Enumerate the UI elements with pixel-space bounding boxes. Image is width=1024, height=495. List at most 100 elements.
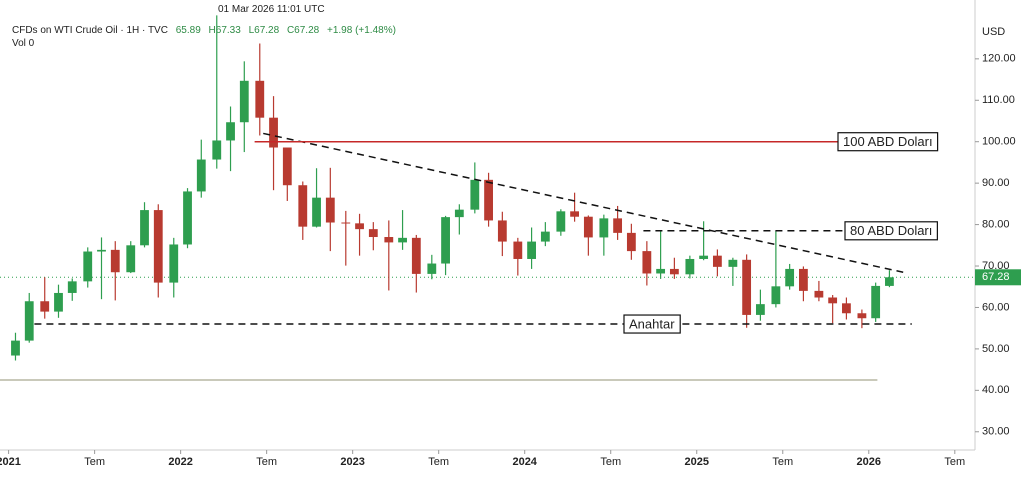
level-label: Anahtar	[623, 314, 681, 334]
candle-body	[540, 231, 550, 242]
change-value: +1.98 (+1.48%)	[326, 25, 396, 36]
candle-body	[626, 232, 636, 252]
x-tick-label: Tem	[256, 456, 277, 468]
y-tick-label: 110.00	[982, 94, 1015, 106]
candle-body	[583, 216, 593, 238]
candle-body	[169, 244, 179, 283]
candle-body	[67, 281, 77, 293]
candle-body	[484, 179, 493, 221]
candle-body	[799, 268, 808, 291]
candle-body	[656, 268, 666, 274]
candle-body	[183, 191, 192, 245]
level-label: 100 ABD Doları	[837, 132, 939, 152]
candle-body	[212, 140, 222, 160]
candle-body	[255, 80, 265, 118]
candle-body	[24, 301, 34, 341]
y-tick-label: 40.00	[982, 384, 1010, 396]
candle-body	[398, 237, 407, 243]
candle-body	[368, 229, 378, 238]
x-tick-label: Tem	[600, 456, 621, 468]
candle-body	[527, 241, 536, 259]
candle-body	[785, 268, 795, 287]
candle-body	[282, 147, 292, 186]
candle-body	[755, 304, 765, 315]
candle-body	[153, 210, 163, 283]
last-price-box	[975, 269, 1021, 286]
candle-body	[742, 259, 752, 315]
x-tick-label: 2025	[685, 456, 709, 468]
x-tick-label: 2022	[168, 456, 192, 468]
candle-body	[355, 223, 364, 230]
candle-body	[110, 249, 120, 273]
x-tick-label: Tem	[772, 456, 793, 468]
candle-body	[54, 292, 63, 312]
candle-body	[642, 251, 652, 274]
level-label-text: Anahtar	[629, 316, 675, 331]
candle-body	[140, 210, 149, 246]
volume: Vol 0	[12, 38, 35, 49]
candle-body	[239, 80, 249, 123]
candle-body	[712, 255, 722, 267]
candle-body	[97, 249, 106, 252]
y-tick-label: 100.00	[982, 136, 1016, 148]
y-tick-label: 80.00	[982, 218, 1010, 230]
candle-body	[83, 251, 93, 282]
y-tick-label: 90.00	[982, 177, 1010, 189]
candle-body	[40, 301, 50, 312]
candle-body	[669, 268, 679, 275]
candle-body	[885, 277, 894, 286]
y-tick-label: 120.00	[982, 53, 1016, 65]
level-label-text: 80 ABD Doları	[850, 223, 932, 238]
candle-body	[341, 222, 351, 224]
candle-body	[196, 159, 206, 192]
candle-body	[325, 197, 335, 223]
timestamp: 01 Mar 2026 11:01 UTC	[218, 4, 325, 15]
candle-body	[11, 340, 20, 356]
candle-body	[454, 209, 464, 218]
legend-line: CFDs on WTI Crude Oil · 1H · TVC 65.89 H…	[12, 25, 401, 36]
candle-body	[685, 258, 695, 275]
high-value: H67.33	[208, 25, 241, 36]
x-tick-label: Tem	[428, 456, 449, 468]
candle-body	[497, 220, 507, 242]
level-label-text: 100 ABD Doları	[843, 134, 933, 149]
symbol: CFDs on WTI Crude Oil · 1H · TVC	[12, 25, 168, 36]
x-tick-label: 2026	[857, 456, 881, 468]
level-label-box	[837, 132, 939, 152]
x-tick-label: 2024	[512, 456, 537, 468]
candle-body	[699, 255, 709, 259]
last-price-label: 67.28	[982, 271, 1010, 283]
level-label-box	[844, 221, 938, 241]
level-label-box	[623, 314, 681, 334]
currency: USD	[982, 26, 1006, 38]
candle-body	[828, 297, 838, 304]
candle-body	[556, 211, 566, 232]
candle-body	[570, 211, 580, 217]
candle-body	[728, 259, 738, 267]
candle-body	[857, 313, 867, 319]
candle-body	[842, 303, 851, 314]
candle-body	[599, 218, 609, 238]
candle-body	[126, 245, 136, 273]
y-tick-label: 30.00	[982, 426, 1010, 438]
candle-body	[226, 122, 235, 141]
candle-body	[384, 237, 394, 243]
candle-body	[871, 285, 881, 319]
trend-line	[263, 132, 904, 273]
close-value: C67.28	[286, 25, 320, 36]
candle-body	[298, 185, 308, 227]
candle-body	[470, 179, 480, 210]
x-tick-label: 2023	[340, 456, 364, 468]
candle-body	[441, 217, 450, 264]
x-tick-label: 2021	[0, 456, 21, 468]
candle-body	[771, 286, 781, 305]
y-tick-label: 50.00	[982, 343, 1010, 355]
y-tick-label: 70.00	[982, 260, 1010, 272]
y-tick-label: 60.00	[982, 301, 1010, 313]
low-value: L67.28	[248, 25, 280, 36]
candle-body	[312, 197, 321, 227]
candle-body	[269, 117, 278, 148]
candle-body	[513, 241, 523, 259]
